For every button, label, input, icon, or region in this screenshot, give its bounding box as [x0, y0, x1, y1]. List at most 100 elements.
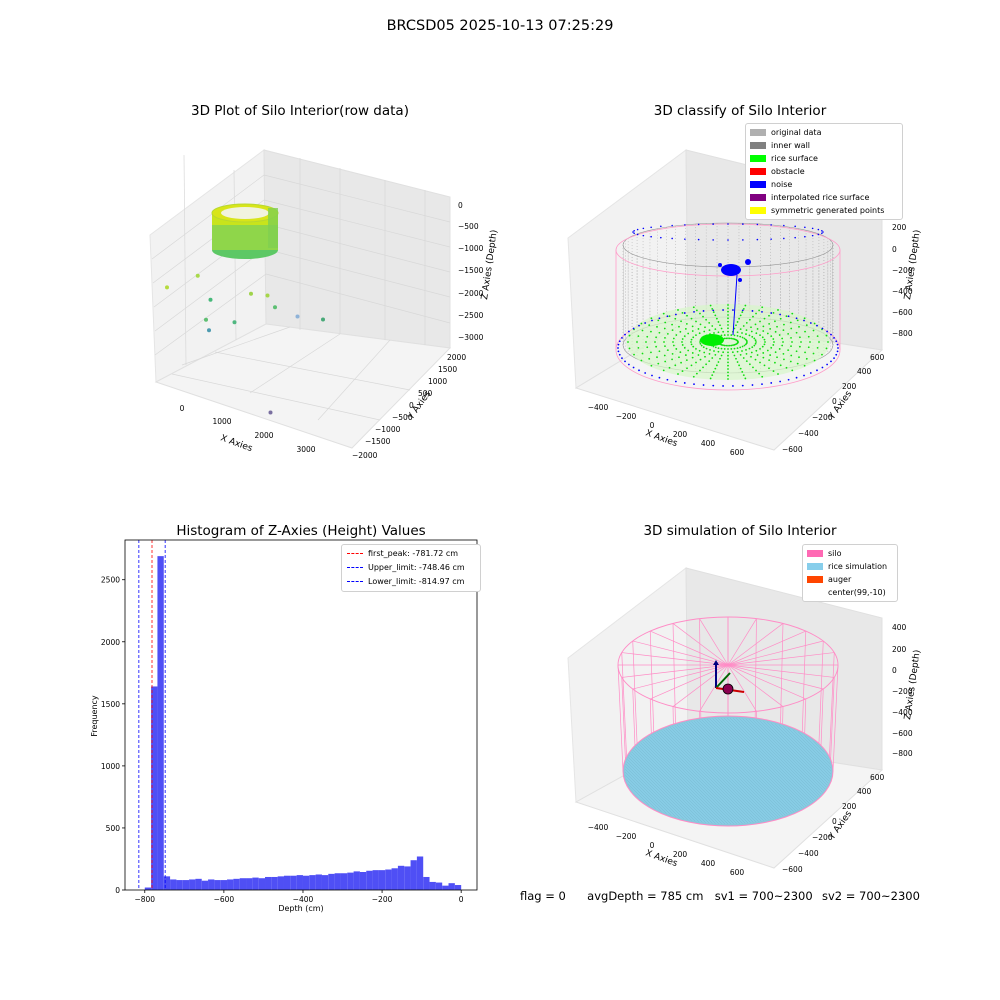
rice-point [795, 331, 798, 334]
rice-point [742, 307, 745, 310]
y-tick-label: 1500 [101, 700, 120, 709]
y-tick: −200 [812, 833, 833, 842]
rice-point [781, 344, 784, 347]
rice-point [700, 344, 703, 347]
noise-point [651, 374, 653, 377]
x-tick: 2000 [254, 431, 273, 440]
rice-point [691, 352, 694, 354]
legend-item: rice surface [750, 152, 898, 165]
rice-point [717, 347, 720, 349]
scatter-point [165, 285, 169, 290]
rice-point [723, 334, 726, 336]
rice-point [761, 345, 764, 348]
legend-swatch [750, 194, 766, 201]
noise-point [684, 224, 686, 226]
y-tick: −2000 [352, 451, 378, 460]
z-tick: −600 [892, 729, 913, 738]
noise-point [779, 380, 782, 383]
noise-point [644, 322, 647, 324]
rice-point [733, 327, 736, 330]
noise-point [837, 347, 839, 349]
rice-point [736, 321, 739, 323]
rice-point [655, 345, 658, 348]
noise-point [830, 360, 832, 363]
noise-point [702, 310, 705, 312]
rice-point [690, 364, 693, 367]
histogram-bar [366, 870, 373, 890]
noise-point [618, 340, 621, 343]
rice-point [774, 320, 776, 323]
y-tick: 0 [832, 817, 837, 826]
rice-point [770, 335, 773, 338]
noise-point [618, 353, 621, 356]
noise-point [809, 372, 812, 374]
rice-point [803, 317, 806, 320]
silo-roof-line [727, 664, 835, 678]
rice-point [762, 352, 765, 354]
rice-point [672, 344, 675, 347]
rice-point [699, 323, 702, 326]
rice-point [800, 341, 802, 343]
panel-raw-title: 3D Plot of Silo Interior(row data) [191, 103, 409, 119]
rice-point [791, 341, 793, 343]
rice-point [727, 374, 729, 377]
rice-point [730, 348, 733, 350]
rice-point [685, 322, 688, 325]
histogram-bar [353, 871, 360, 890]
legend-swatch [807, 550, 823, 557]
rice-point [742, 325, 745, 327]
rice-point [739, 335, 742, 338]
rice-point [750, 326, 752, 329]
rice-point [722, 344, 724, 347]
histogram-bar [416, 856, 424, 890]
scatter-point [204, 317, 208, 322]
rice-point [666, 349, 669, 351]
rice-point [627, 341, 629, 343]
rice-point [776, 325, 778, 328]
rice-point [695, 372, 698, 375]
silo-wire-line [754, 618, 757, 718]
rice-point [671, 352, 674, 355]
noise-point [803, 319, 805, 322]
z-tick: −1500 [458, 266, 484, 275]
rice-point [744, 377, 747, 380]
rice-point [727, 361, 729, 364]
rice-point [751, 346, 754, 349]
rice-point [720, 354, 723, 357]
y-axis-label: Frequency [90, 695, 99, 737]
rice-point [702, 366, 704, 369]
rice-point [759, 320, 761, 323]
histogram-bar [252, 877, 259, 890]
noise-point [642, 234, 645, 237]
rice-point [798, 325, 800, 328]
rice-point [650, 330, 652, 333]
rice-point [690, 317, 693, 320]
rice-point [637, 335, 640, 338]
silo-roof-line [621, 664, 729, 678]
noise-point [821, 327, 824, 330]
noise-point [627, 330, 630, 333]
rice-point [648, 324, 651, 327]
rice-point [677, 373, 679, 375]
rice-point [722, 351, 725, 354]
legend-swatch [750, 155, 766, 162]
rice-point [672, 337, 675, 340]
rice-point [782, 341, 784, 343]
rice-point [678, 356, 680, 359]
rice-point [741, 345, 744, 348]
x-tick: −200 [616, 412, 637, 421]
rice-point [796, 362, 799, 365]
histogram-bar [391, 868, 398, 890]
noise-point [732, 309, 734, 311]
noise-cluster [718, 259, 751, 336]
rice-point [697, 328, 700, 330]
rice-point [752, 366, 754, 369]
rice-point [658, 331, 661, 334]
legend-label: rice surface [771, 154, 818, 163]
histogram-bar [442, 885, 449, 890]
rice-point [769, 354, 772, 356]
rice-point [681, 338, 684, 340]
rice-point [725, 344, 728, 347]
rice-point [657, 362, 660, 365]
z-tick: −800 [892, 329, 913, 338]
